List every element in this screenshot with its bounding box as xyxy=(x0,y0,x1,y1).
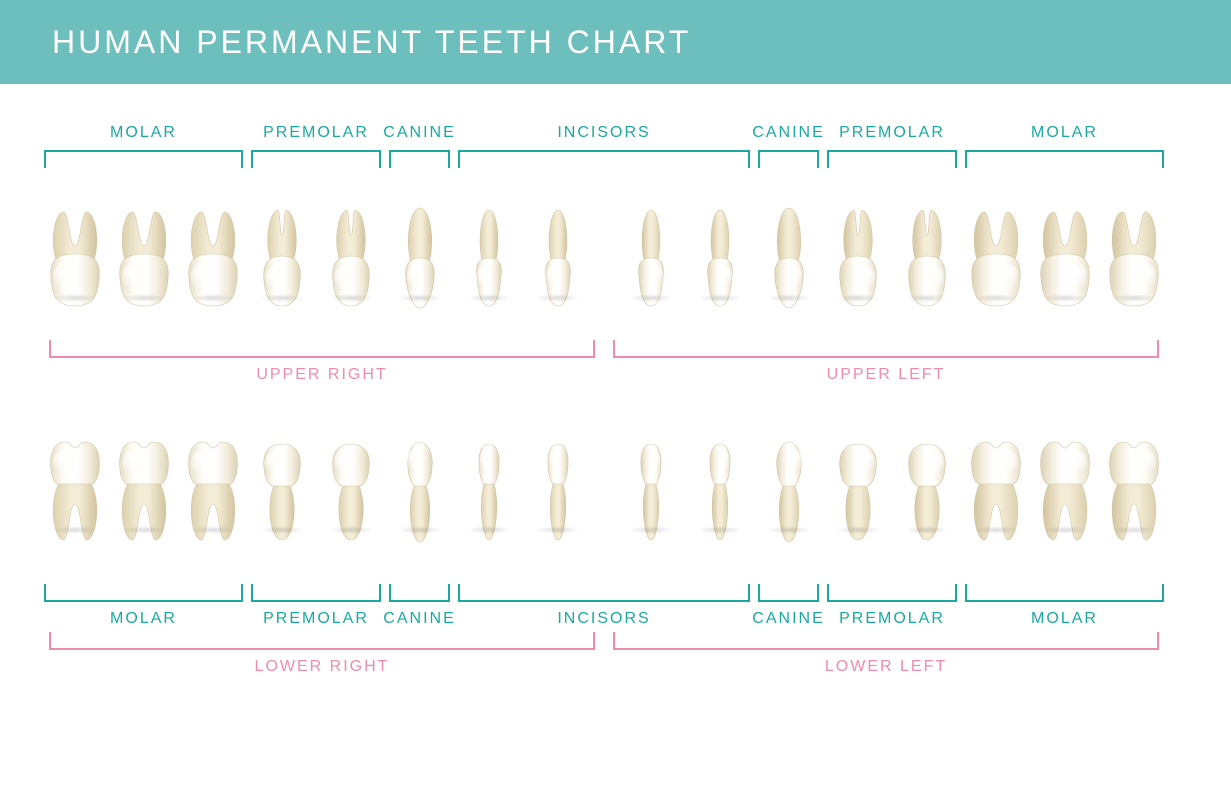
type-bracket-premolar: PREMOLAR xyxy=(823,568,961,628)
type-bracket-incisors: INCISORS xyxy=(454,124,754,184)
upper-teeth-row xyxy=(40,184,1168,336)
header-bar: HUMAN PERMANENT TEETH CHART xyxy=(0,0,1231,84)
quadrant-upper-left: UPPER LEFT xyxy=(604,340,1168,396)
tooth-upper-molar1 xyxy=(178,190,247,330)
type-label: CANINE xyxy=(383,610,455,628)
type-bracket-molar: MOLAR xyxy=(40,124,247,184)
tooth-upper-premolar2 xyxy=(247,190,316,330)
type-bracket-incisors: INCISORS xyxy=(454,568,754,628)
type-bracket-canine: CANINE xyxy=(385,568,454,628)
quadrant-upper-right: UPPER RIGHT xyxy=(40,340,604,396)
page-title: HUMAN PERMANENT TEETH CHART xyxy=(52,24,691,61)
tooth-upper-canine xyxy=(754,190,823,330)
tooth-lower-molar1 xyxy=(178,422,247,562)
type-label: INCISORS xyxy=(557,124,650,142)
tooth-lower-molar1 xyxy=(961,422,1030,562)
tooth-upper-canine xyxy=(385,190,454,330)
tooth-lower-molar2 xyxy=(1030,422,1099,562)
type-label: PREMOLAR xyxy=(263,610,369,628)
tooth-upper-molar2 xyxy=(109,190,178,330)
upper-quadrant-brackets: UPPER RIGHT UPPER LEFT xyxy=(40,340,1168,396)
type-bracket-premolar: PREMOLAR xyxy=(247,124,385,184)
type-label: PREMOLAR xyxy=(263,124,369,142)
type-bracket-premolar: PREMOLAR xyxy=(823,124,961,184)
type-bracket-canine: CANINE xyxy=(754,124,823,184)
tooth-upper-molar1 xyxy=(961,190,1030,330)
lower-teeth-row xyxy=(40,416,1168,568)
tooth-lower-incisor2 xyxy=(454,422,523,562)
tooth-lower-premolar1 xyxy=(316,422,385,562)
tooth-lower-molar3 xyxy=(40,422,109,562)
type-label: MOLAR xyxy=(1031,124,1098,142)
tooth-lower-incisor2 xyxy=(685,422,754,562)
quadrant-lower-right: LOWER RIGHT xyxy=(40,632,604,688)
lower-type-brackets: MOLAR PREMOLAR CANINE INCISORS CANINE PREMOLA… xyxy=(40,568,1168,628)
tooth-lower-canine xyxy=(385,422,454,562)
tooth-upper-premolar1 xyxy=(316,190,385,330)
type-label: CANINE xyxy=(383,124,455,142)
upper-type-brackets: MOLAR PREMOLAR CANINE INCISORS CANINE PREMOLA… xyxy=(40,124,1168,184)
tooth-upper-premolar1 xyxy=(823,190,892,330)
type-bracket-premolar: PREMOLAR xyxy=(247,568,385,628)
type-label: CANINE xyxy=(752,124,824,142)
tooth-upper-incisor2 xyxy=(685,190,754,330)
type-label: MOLAR xyxy=(1031,610,1098,628)
tooth-lower-incisor1 xyxy=(523,422,592,562)
type-label: PREMOLAR xyxy=(839,610,945,628)
type-label: INCISORS xyxy=(557,610,650,628)
tooth-lower-premolar2 xyxy=(247,422,316,562)
type-label: CANINE xyxy=(752,610,824,628)
type-bracket-molar: MOLAR xyxy=(961,124,1168,184)
tooth-lower-molar3 xyxy=(1099,422,1168,562)
tooth-upper-premolar2 xyxy=(892,190,961,330)
quadrant-lower-left: LOWER LEFT xyxy=(604,632,1168,688)
lower-quadrant-brackets: LOWER RIGHT LOWER LEFT xyxy=(40,632,1168,688)
tooth-upper-incisor2 xyxy=(454,190,523,330)
chart-area: MOLAR PREMOLAR CANINE INCISORS CANINE PREMOLA… xyxy=(0,84,1231,708)
tooth-lower-incisor1 xyxy=(616,422,685,562)
tooth-upper-molar3 xyxy=(40,190,109,330)
tooth-upper-molar2 xyxy=(1030,190,1099,330)
type-label: MOLAR xyxy=(110,124,177,142)
tooth-upper-incisor1 xyxy=(523,190,592,330)
type-bracket-molar: MOLAR xyxy=(40,568,247,628)
type-label: PREMOLAR xyxy=(839,124,945,142)
type-bracket-molar: MOLAR xyxy=(961,568,1168,628)
type-label: MOLAR xyxy=(110,610,177,628)
tooth-upper-molar3 xyxy=(1099,190,1168,330)
tooth-upper-incisor1 xyxy=(616,190,685,330)
tooth-lower-canine xyxy=(754,422,823,562)
tooth-lower-premolar2 xyxy=(892,422,961,562)
type-bracket-canine: CANINE xyxy=(385,124,454,184)
type-bracket-canine: CANINE xyxy=(754,568,823,628)
tooth-lower-molar2 xyxy=(109,422,178,562)
tooth-lower-premolar1 xyxy=(823,422,892,562)
